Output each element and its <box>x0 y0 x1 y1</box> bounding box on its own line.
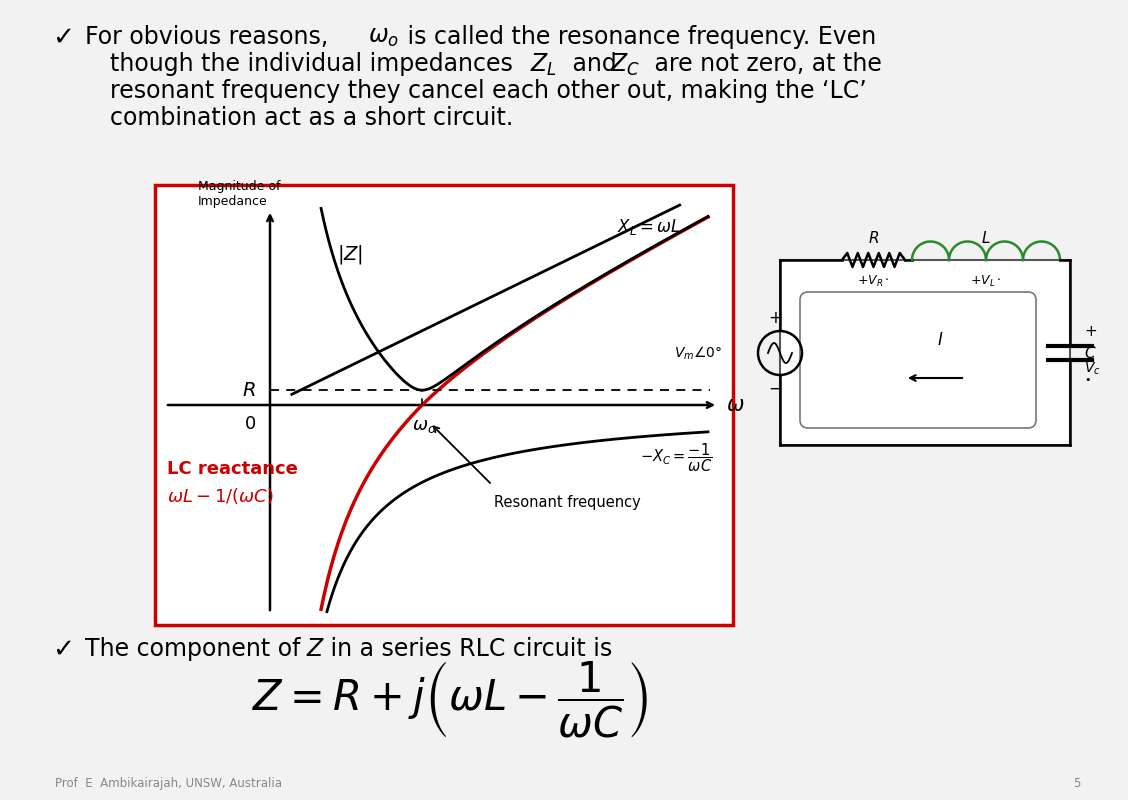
Text: $Z_C$: $Z_C$ <box>610 52 641 78</box>
Bar <box>779 260 1070 445</box>
Text: 0: 0 <box>245 415 256 433</box>
Text: resonant frequency they cancel each other out, making the ‘LC’: resonant frequency they cancel each othe… <box>111 79 866 103</box>
Text: 5: 5 <box>1073 777 1079 790</box>
Text: −: − <box>768 380 782 398</box>
Text: $Z$: $Z$ <box>306 637 325 661</box>
Text: •: • <box>1084 375 1091 385</box>
Text: $+ V_R \cdot$: $+ V_R \cdot$ <box>857 274 890 289</box>
Text: For obvious reasons,: For obvious reasons, <box>85 25 336 49</box>
Text: $V_m\angle 0°$: $V_m\angle 0°$ <box>673 344 722 362</box>
Bar <box>155 185 733 625</box>
Text: $+ V_L \cdot$: $+ V_L \cdot$ <box>970 274 1002 289</box>
Text: $Z_L$: $Z_L$ <box>530 52 557 78</box>
Text: $-X_C = \dfrac{-1}{\omega C}$: $-X_C = \dfrac{-1}{\omega C}$ <box>640 442 712 474</box>
Text: R: R <box>869 231 879 246</box>
Text: $\omega$: $\omega$ <box>726 395 744 415</box>
Text: combination act as a short circuit.: combination act as a short circuit. <box>111 106 513 130</box>
Text: Magnitude of
Impedance: Magnitude of Impedance <box>199 180 281 208</box>
Text: +: + <box>1084 323 1096 338</box>
Text: Resonant frequency: Resonant frequency <box>494 495 641 510</box>
Text: LC reactance: LC reactance <box>167 460 298 478</box>
Text: $V_c$: $V_c$ <box>1084 361 1101 378</box>
Text: I: I <box>937 331 942 349</box>
Text: is called the resonance frequency. Even: is called the resonance frequency. Even <box>400 25 876 49</box>
Text: $\omega L - 1/(\omega C)$: $\omega L - 1/(\omega C)$ <box>167 486 274 506</box>
Text: Prof  E  Ambikairajah, UNSW, Australia: Prof E Ambikairajah, UNSW, Australia <box>55 777 282 790</box>
Text: $\omega_o$: $\omega_o$ <box>368 25 399 49</box>
Text: C: C <box>1084 346 1094 361</box>
Text: $\omega_o$: $\omega_o$ <box>412 417 437 435</box>
Text: and: and <box>565 52 624 76</box>
Text: though the individual impedances: though the individual impedances <box>111 52 520 76</box>
Text: R: R <box>243 381 256 400</box>
Text: ✓: ✓ <box>52 637 74 663</box>
Text: $Z = R + j\left(\omega L - \dfrac{1}{\omega C}\right)$: $Z = R + j\left(\omega L - \dfrac{1}{\om… <box>252 660 649 740</box>
Text: $|Z|$: $|Z|$ <box>337 242 363 266</box>
Text: +: + <box>768 309 782 327</box>
Text: $X_L = \omega L$: $X_L = \omega L$ <box>617 217 680 237</box>
Text: in a series RLC circuit is: in a series RLC circuit is <box>323 637 613 661</box>
Text: are not zero, at the: are not zero, at the <box>647 52 882 76</box>
Text: L: L <box>981 231 990 246</box>
Text: The component of: The component of <box>85 637 308 661</box>
Text: ✓: ✓ <box>52 25 74 51</box>
